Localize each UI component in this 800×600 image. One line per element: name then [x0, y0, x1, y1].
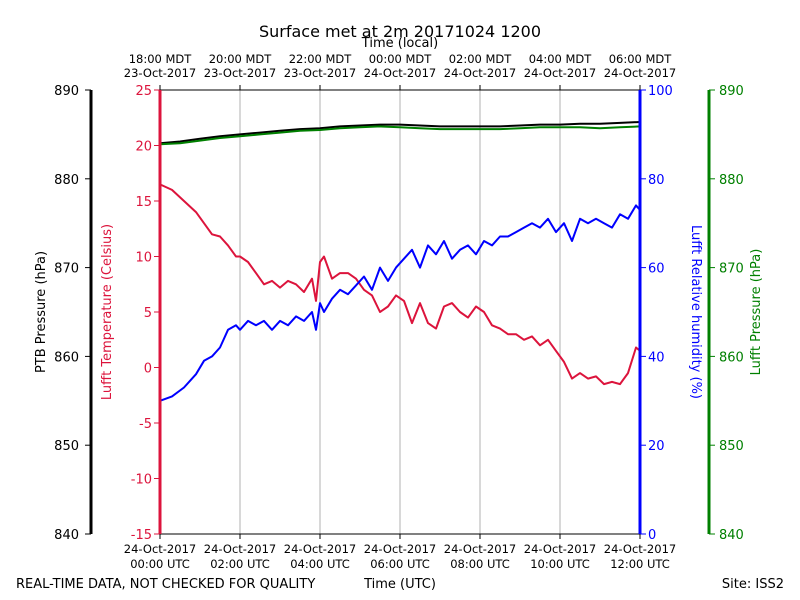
bottom-tick-label: 02:00 UTC	[210, 557, 270, 571]
series-line-lufft-pressure	[159, 125, 641, 146]
bottom-tick-label: 24-Oct-2017	[444, 542, 516, 556]
bottom-tick-label: 00:00 UTC	[130, 557, 190, 571]
ptb-tick-label: 880	[54, 173, 79, 188]
lufft_p-tick-label: 880	[719, 173, 744, 188]
x-axis-label: Time (UTC)	[363, 577, 436, 592]
temp-tick-label: 20	[135, 140, 152, 155]
temp-tick-label: -10	[131, 473, 152, 488]
temp-tick-label: -15	[131, 528, 152, 543]
bottom-tick-label: 24-Oct-2017	[124, 542, 196, 556]
rh-tick-label: 0	[648, 528, 656, 543]
ptb-tick-label: 850	[54, 439, 79, 454]
lufft_p-tick-label: 840	[719, 528, 744, 543]
bottom-tick-label: 10:00 UTC	[530, 557, 590, 571]
rh-tick-label: 20	[648, 439, 665, 454]
bottom-tick-label: 08:00 UTC	[450, 557, 510, 571]
bottom-tick-label: 24-Oct-2017	[604, 542, 676, 556]
top-tick-label: 23-Oct-2017	[284, 66, 356, 80]
top-tick-label: 18:00 MDT	[129, 52, 193, 66]
top-tick-label: 24-Oct-2017	[524, 66, 596, 80]
bottom-tick-label: 24-Oct-2017	[284, 542, 356, 556]
bottom-tick-label: 24-Oct-2017	[364, 542, 436, 556]
rh-tick-label: 40	[648, 350, 665, 365]
temp-tick-label: -5	[139, 417, 152, 432]
top-tick-label: 24-Oct-2017	[604, 66, 676, 80]
lufft_p-tick-label: 850	[719, 439, 744, 454]
bottom-tick-label: 24-Oct-2017	[204, 542, 276, 556]
ptb-axis-title: PTB Pressure (hPa)	[34, 251, 49, 373]
rh-tick-label: 100	[648, 84, 673, 99]
lufft-pressure-axis-title: Lufft Pressure (hPa)	[749, 249, 764, 376]
series-line-lufft-relative-humidity	[159, 204, 641, 402]
axes-layer: 840 850 860 870 880 890 -15 -10 -5 0 5 10 15 20 25 0 20 4…	[54, 52, 744, 571]
top-tick-label: 23-Oct-2017	[124, 66, 196, 80]
chart-title: Surface met at 2m 20171024 1200	[259, 22, 541, 41]
site-label: Site: ISS2	[722, 577, 784, 592]
series-line-lufft-temperature	[159, 183, 641, 386]
top-tick-label: 04:00 MDT	[529, 52, 593, 66]
top-tick-label: 00:00 MDT	[369, 52, 433, 66]
bottom-tick-label: 06:00 UTC	[370, 557, 430, 571]
temp-tick-label: 25	[135, 84, 152, 99]
grid-lines	[159, 90, 641, 534]
humidity-axis-title: Lufft Relative humidity (%)	[688, 225, 703, 399]
ptb-tick-label: 840	[54, 528, 79, 543]
top-tick-label: 24-Oct-2017	[364, 66, 436, 80]
top-tick-label: 02:00 MDT	[449, 52, 513, 66]
ptb-tick-label: 860	[54, 350, 79, 365]
lufft_p-tick-label: 890	[719, 84, 744, 99]
series-line-ptb-pressure	[159, 121, 641, 145]
temp-tick-label: 0	[144, 362, 152, 377]
temp-tick-label: 15	[135, 195, 152, 210]
temp-tick-label: 10	[135, 251, 152, 266]
top-tick-label: 24-Oct-2017	[444, 66, 516, 80]
rh-tick-label: 80	[648, 173, 665, 188]
temp-tick-label: 5	[144, 306, 152, 321]
bottom-tick-label: 04:00 UTC	[290, 557, 350, 571]
top-tick-label: 23-Oct-2017	[204, 66, 276, 80]
lufft_p-tick-label: 860	[719, 350, 744, 365]
series-layer	[159, 121, 641, 402]
top-tick-label: 06:00 MDT	[609, 52, 673, 66]
top-tick-label: 22:00 MDT	[289, 52, 353, 66]
temperature-axis-title: Lufft Temperature (Celsius)	[100, 224, 115, 400]
top-tick-label: 20:00 MDT	[209, 52, 273, 66]
ptb-tick-label: 870	[54, 262, 79, 277]
ptb-tick-label: 890	[54, 84, 79, 99]
bottom-tick-label: 24-Oct-2017	[524, 542, 596, 556]
rh-tick-label: 60	[648, 262, 665, 277]
top-axis-label: Time (local)	[361, 36, 438, 51]
bottom-tick-label: 12:00 UTC	[610, 557, 670, 571]
lufft_p-tick-label: 870	[719, 262, 744, 277]
quality-disclaimer: REAL-TIME DATA, NOT CHECKED FOR QUALITY	[16, 577, 315, 592]
